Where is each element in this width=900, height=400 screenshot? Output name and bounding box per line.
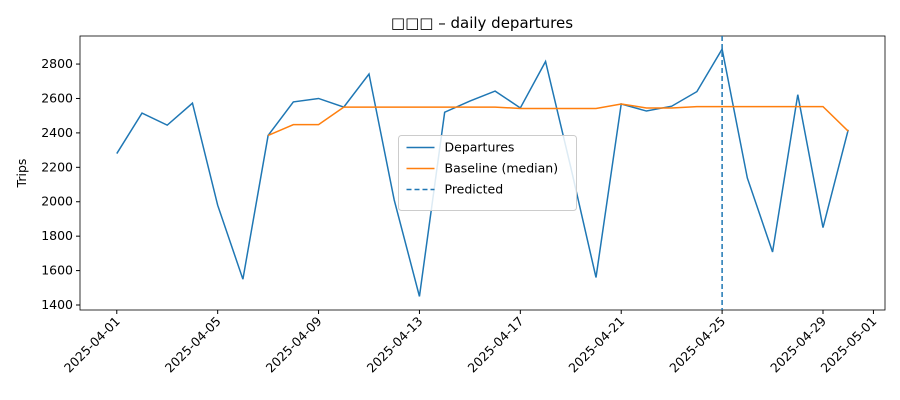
y-tick-label: 2000 <box>41 194 73 209</box>
legend-box <box>398 135 577 211</box>
y-axis-label: Trips <box>14 159 29 189</box>
y-tick-label: 1800 <box>41 228 73 243</box>
plot-frame <box>79 35 886 311</box>
legend-label: Predicted <box>445 182 504 197</box>
series-line <box>116 47 849 297</box>
x-tick-label: 2025-04-05 <box>162 314 224 376</box>
x-tick-label: 2025-04-09 <box>263 313 325 375</box>
x-tick-label: 2025-04-25 <box>666 314 728 376</box>
x-tick-label: 2025-04-13 <box>364 314 426 376</box>
legend-label: Departures <box>445 140 515 155</box>
legend: Departures Baseline (median) Predicted <box>398 135 577 211</box>
chart-title: □□□ – daily departures <box>391 14 573 32</box>
y-tick-label: 1600 <box>41 263 73 278</box>
y-tick-label: 1400 <box>41 297 73 312</box>
y-tick-label: 2400 <box>41 125 73 140</box>
x-tick-label: 2025-04-21 <box>565 314 627 376</box>
x-tick-label: 2025-04-17 <box>464 314 526 376</box>
y-tick-label: 2600 <box>41 90 73 105</box>
y-tick-label: 2800 <box>41 56 73 71</box>
x-tick-label: 2025-04-01 <box>61 314 123 376</box>
y-tick-label: 2200 <box>41 159 73 174</box>
series-line <box>267 103 849 137</box>
legend-label: Baseline (median) <box>445 161 559 176</box>
